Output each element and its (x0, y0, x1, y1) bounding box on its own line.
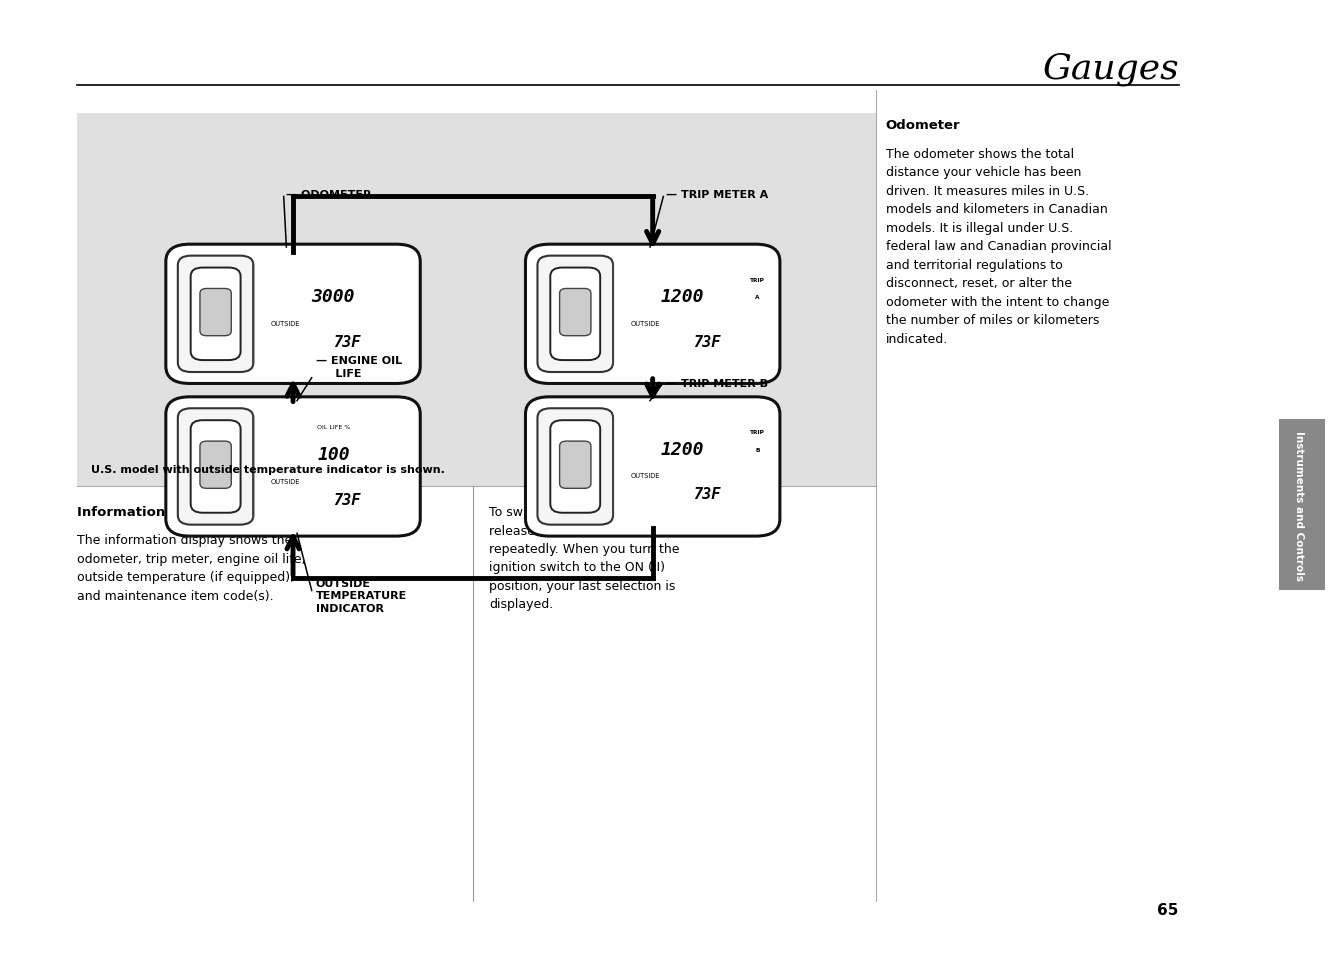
FancyBboxPatch shape (200, 289, 232, 336)
Text: TRIP: TRIP (750, 430, 765, 435)
FancyBboxPatch shape (559, 289, 591, 336)
Text: — TRIP METER B: — TRIP METER B (666, 378, 769, 388)
Text: OUTSIDE: OUTSIDE (630, 473, 659, 478)
Text: 1200: 1200 (661, 440, 705, 458)
Text: OUTSIDE: OUTSIDE (270, 478, 300, 485)
FancyBboxPatch shape (165, 245, 421, 384)
Text: 73F: 73F (693, 335, 721, 349)
Text: The odometer shows the total
distance your vehicle has been
driven. It measures : The odometer shows the total distance yo… (886, 148, 1111, 346)
FancyBboxPatch shape (525, 245, 779, 384)
FancyBboxPatch shape (77, 114, 876, 486)
FancyBboxPatch shape (550, 421, 601, 513)
Text: 73F: 73F (333, 335, 361, 349)
FancyBboxPatch shape (200, 441, 232, 489)
FancyBboxPatch shape (559, 441, 591, 489)
Text: Odometer: Odometer (886, 119, 960, 132)
Text: OIL LIFE %: OIL LIFE % (317, 425, 350, 430)
FancyBboxPatch shape (537, 409, 613, 525)
Text: B: B (755, 447, 759, 452)
Text: OUTSIDE: OUTSIDE (630, 320, 659, 326)
Text: 65: 65 (1158, 902, 1179, 917)
Text: OUTSIDE
TEMPERATURE
INDICATOR: OUTSIDE TEMPERATURE INDICATOR (316, 578, 408, 613)
FancyBboxPatch shape (178, 409, 253, 525)
Text: 73F: 73F (333, 493, 361, 508)
FancyBboxPatch shape (165, 397, 421, 537)
FancyBboxPatch shape (178, 256, 253, 373)
FancyBboxPatch shape (190, 421, 241, 513)
FancyBboxPatch shape (525, 397, 779, 537)
Text: Instruments and Controls: Instruments and Controls (1293, 430, 1304, 580)
Text: Information Display: Information Display (77, 505, 225, 518)
Text: TRIP: TRIP (750, 277, 765, 282)
Text: 100: 100 (317, 446, 350, 463)
Text: — TRIP METER A: — TRIP METER A (666, 190, 769, 199)
Text: — ODOMETER: — ODOMETER (286, 190, 372, 199)
Text: A: A (755, 294, 759, 299)
FancyBboxPatch shape (537, 256, 613, 373)
Text: Gauges: Gauges (1042, 52, 1179, 87)
Text: U.S. model with outside temperature indicator is shown.: U.S. model with outside temperature indi… (91, 465, 445, 475)
FancyBboxPatch shape (1279, 419, 1325, 591)
Text: 1200: 1200 (661, 288, 705, 306)
Text: To switch the display, press and
release the select/reset knob
repeatedly. When : To switch the display, press and release… (489, 505, 689, 611)
Text: OUTSIDE: OUTSIDE (270, 320, 300, 326)
Text: — ENGINE OIL
     LIFE: — ENGINE OIL LIFE (316, 355, 402, 378)
Text: The information display shows the
odometer, trip meter, engine oil life,
outside: The information display shows the odomet… (77, 534, 306, 602)
Text: 73F: 73F (693, 487, 721, 501)
FancyBboxPatch shape (190, 269, 241, 361)
Text: 3000: 3000 (312, 288, 356, 306)
FancyBboxPatch shape (550, 269, 601, 361)
